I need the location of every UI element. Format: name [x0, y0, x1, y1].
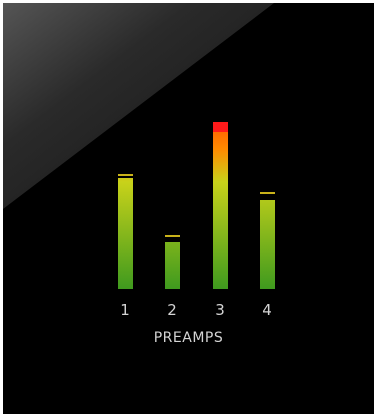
section-label-preamps: PREAMPS [153, 330, 224, 346]
peak-hold-marker [118, 174, 133, 176]
glass-glare [3, 3, 274, 209]
meter-level-fill [260, 200, 275, 289]
channel-label-3: 3 [215, 301, 225, 319]
meter-area: 1 2 3 4 PREAMPS [3, 3, 374, 414]
channel-label-1: 1 [120, 301, 130, 319]
channel-label-2: 2 [167, 301, 177, 319]
meter-channel-3[interactable] [213, 95, 228, 289]
meter-level-fill [165, 242, 180, 289]
channel-label-4: 4 [262, 301, 272, 319]
preamps-meter-panel: 1 2 3 4 PREAMPS [3, 3, 374, 414]
meter-level-fill [213, 132, 228, 289]
peak-hold-marker [165, 235, 180, 237]
meter-channel-1[interactable] [118, 95, 133, 289]
meter-level-fill [118, 178, 133, 289]
meter-channel-2[interactable] [165, 95, 180, 289]
meter-channel-4[interactable] [260, 95, 275, 289]
peak-hold-marker [260, 192, 275, 194]
clip-indicator [213, 122, 228, 132]
